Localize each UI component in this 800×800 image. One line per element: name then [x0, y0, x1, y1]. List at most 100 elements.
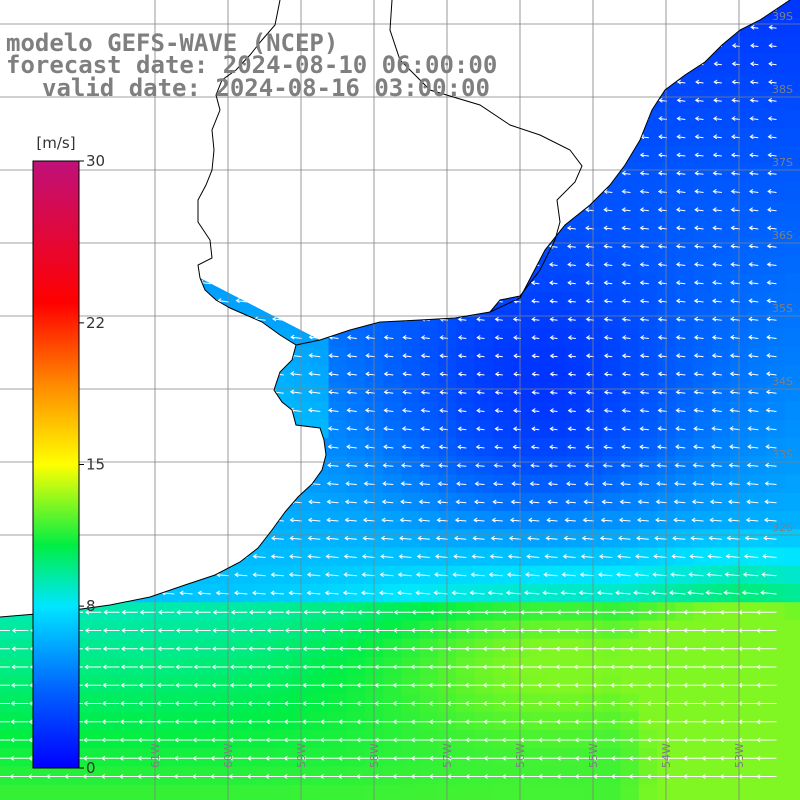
wind-arrow: [592, 737, 613, 743]
wind-arrow: [756, 609, 777, 615]
wind-arrow: [217, 225, 230, 231]
wind-speed-cell: [657, 565, 676, 585]
wind-speed-cell: [365, 511, 384, 530]
wind-arrow: [747, 407, 759, 413]
wind-arrow: [139, 609, 156, 615]
wind-speed-cell: [365, 365, 384, 384]
wind-speed-cell: [328, 620, 348, 640]
wind-speed-cell: [182, 328, 202, 348]
wind-arrow: [604, 6, 613, 12]
wind-speed-cell: [91, 766, 111, 786]
wind-speed-cell: [511, 547, 530, 567]
wind-arrow: [346, 316, 357, 322]
wind-arrow: [646, 682, 667, 688]
wind-arrow: [646, 701, 667, 706]
wind-speed-cell: [292, 784, 311, 800]
wind-speed-cell: [0, 675, 19, 695]
wind-speed-cell: [438, 657, 457, 676]
wind-arrow: [265, 755, 284, 761]
wind-arrow: [400, 499, 412, 505]
wind-arrow: [144, 225, 157, 231]
wind-speed-cell: [438, 346, 457, 366]
wind-speed-cell: [109, 164, 129, 184]
wind-speed-cell: [127, 711, 147, 731]
wind-arrow: [420, 389, 430, 395]
wind-speed-cell: [620, 73, 640, 92]
wind-speed-cell: [146, 419, 165, 439]
wind-arrow: [0, 776, 10, 777]
wind-arrow: [138, 682, 156, 688]
wind-speed-cell: [766, 18, 786, 38]
wind-speed-cell: [620, 164, 640, 184]
wind-speed-cell: [693, 346, 713, 366]
wind-arrow: [290, 279, 303, 285]
wind-arrow: [139, 646, 156, 652]
wind-speed-cell: [146, 620, 165, 640]
wind-arrow: [106, 389, 120, 395]
wind-arrow: [603, 444, 613, 450]
wind-speed-cell: [474, 328, 494, 348]
wind-speed-cell: [200, 127, 220, 147]
wind-arrow: [217, 243, 230, 249]
wind-speed-cell: [273, 273, 293, 293]
wind-speed-cell: [401, 748, 421, 768]
wind-speed-cell: [91, 547, 111, 567]
wind-speed-cell: [328, 200, 348, 220]
wind-arrow: [747, 444, 759, 450]
wind-arrow: [144, 444, 157, 450]
wind-arrow: [125, 499, 138, 505]
wind-speed-cell: [401, 146, 421, 165]
wind-arrow: [622, 79, 631, 85]
wind-speed-cell: [766, 675, 786, 695]
wind-speed-cell: [529, 346, 549, 366]
wind-arrow: [234, 407, 248, 413]
wind-arrow: [375, 628, 394, 633]
wind-arrow: [347, 188, 357, 194]
wind-arrow: [748, 207, 759, 213]
wind-speed-cell: [255, 584, 275, 603]
wind-speed-cell: [766, 456, 786, 476]
wind-speed-cell: [292, 748, 311, 768]
coastline: [0, 0, 791, 618]
wind-arrow: [36, 115, 47, 121]
wind-arrow: [197, 425, 211, 431]
wind-speed-cell: [18, 766, 38, 786]
wind-speed-cell: [109, 419, 129, 439]
wind-arrow: [639, 298, 649, 304]
wind-speed-cell: [164, 0, 184, 19]
wind-arrow: [491, 517, 503, 523]
wind-speed-cell: [401, 693, 421, 713]
wind-speed-cell: [419, 693, 439, 713]
wind-arrow: [483, 628, 503, 633]
wind-arrow: [216, 407, 230, 413]
wind-speed-cell: [146, 146, 165, 165]
wind-arrow: [266, 682, 284, 688]
wind-speed-cell: [529, 529, 549, 549]
wind-speed-cell: [511, 36, 530, 56]
wind-arrow: [482, 664, 503, 670]
wind-speed-cell: [657, 273, 676, 293]
wind-arrow: [593, 755, 613, 761]
wind-arrow: [16, 481, 29, 486]
wind-arrow: [603, 316, 613, 322]
wind-speed-cell: [292, 547, 311, 567]
wind-arrow: [768, 24, 777, 30]
wind-speed-cell: [657, 438, 676, 457]
wind-speed-cell: [784, 54, 800, 74]
wind-speed-cell: [365, 419, 384, 439]
wind-arrow: [768, 61, 777, 67]
wind-speed-cell: [529, 0, 549, 19]
wind-arrow: [531, 371, 540, 377]
wind-speed-cell: [383, 638, 403, 658]
wind-arrow: [193, 701, 211, 706]
wind-arrow: [126, 243, 138, 249]
wind-speed-cell: [657, 310, 676, 330]
wind-speed-cell: [0, 109, 19, 129]
wind-speed-cell: [237, 584, 257, 603]
colorbar-gradient: [32, 160, 80, 769]
wind-arrow: [0, 648, 10, 650]
wind-speed-cell: [419, 255, 439, 275]
wind-speed-cell: [18, 730, 38, 749]
wind-arrow: [676, 152, 686, 158]
